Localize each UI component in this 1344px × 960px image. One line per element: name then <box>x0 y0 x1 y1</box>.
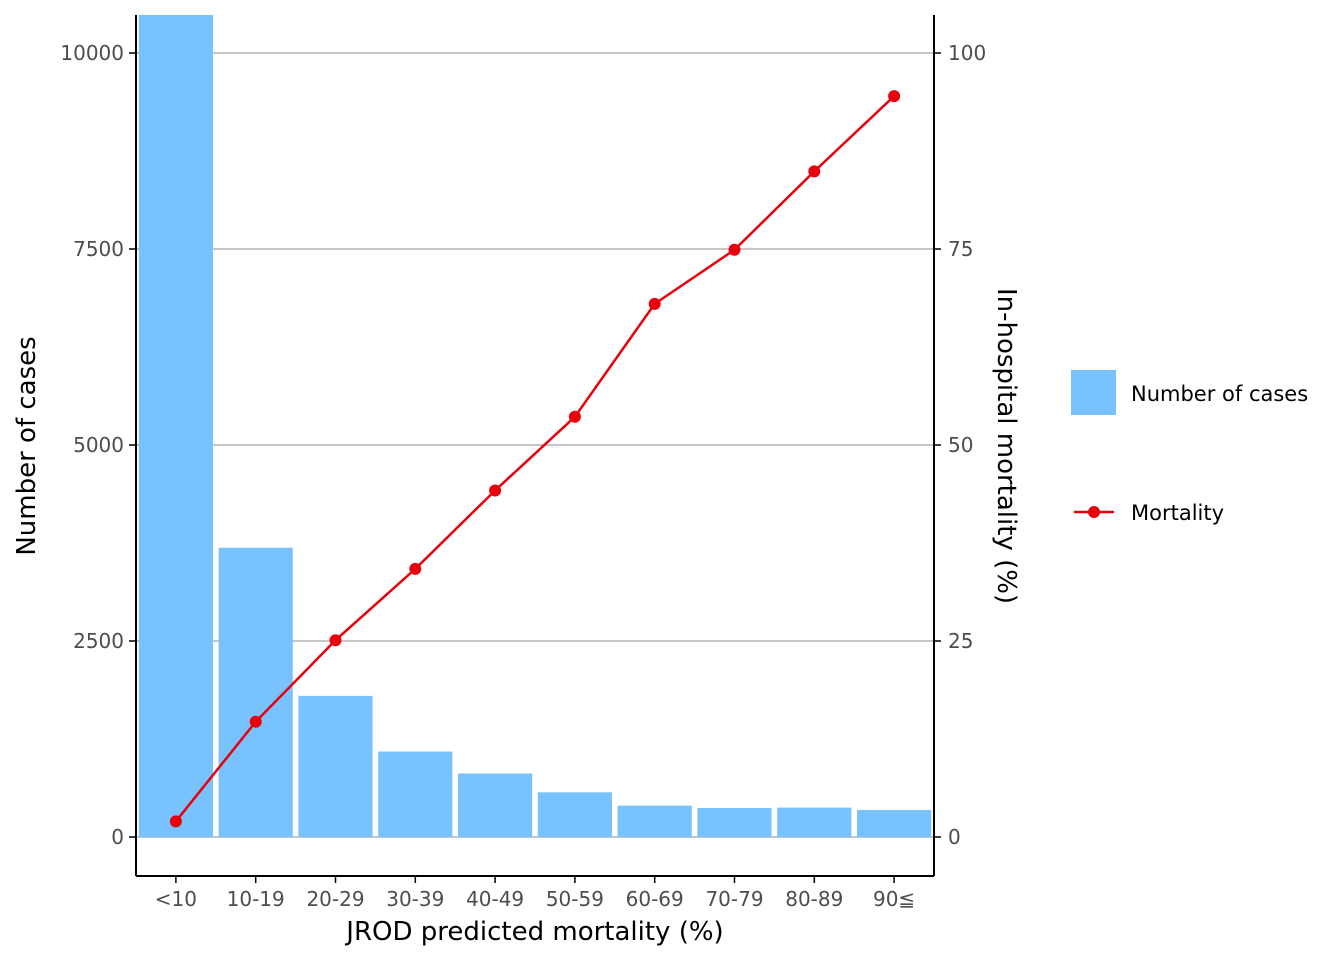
axes <box>129 15 941 883</box>
bar-20-29 <box>298 695 373 837</box>
mortality-point-90≦ <box>888 90 901 103</box>
mortality-line-group <box>169 90 901 828</box>
mortality-point-10-19 <box>249 715 262 728</box>
y-axis-title: Number of cases <box>12 336 42 555</box>
bar-10-19 <box>218 547 293 837</box>
tick-labels: 0 2500 5000 7500 10000 0 25 50 75 100 <10 10-19 20-2… <box>60 41 986 911</box>
legend-label-mortality: Mortality <box>1131 501 1224 525</box>
mortality-point-60-69 <box>648 297 661 310</box>
mortality-point-20-29 <box>329 634 342 647</box>
bar-80-89 <box>777 807 852 837</box>
mortality-line <box>174 95 895 823</box>
y2-tick-label: 75 <box>948 237 973 261</box>
y2-tick-label: 100 <box>948 41 986 65</box>
legend-label-cases: Number of cases <box>1131 382 1308 406</box>
x-tick-label: 80-89 <box>785 887 843 911</box>
bar-30-39 <box>378 751 453 837</box>
mortality-point-40-49 <box>489 484 502 497</box>
bar-90≦ <box>856 809 932 837</box>
bar-70-79 <box>697 807 772 837</box>
x-tick-label: 60-69 <box>626 887 684 911</box>
x-tick-label: <10 <box>155 887 197 911</box>
mortality-point-80-89 <box>808 165 821 178</box>
mortality-point-70-79 <box>728 243 741 256</box>
y2-axis-title: In-hospital mortality (%) <box>991 288 1021 604</box>
bar-40-49 <box>457 773 533 837</box>
y2-tick-label: 25 <box>948 629 973 653</box>
x-tick-label: 90≦ <box>873 887 915 911</box>
y-tick-label: 0 <box>111 825 124 849</box>
bar-50-59 <box>537 792 613 837</box>
y-tick-label: 7500 <box>73 237 124 261</box>
y-tick-label: 5000 <box>73 433 124 457</box>
mortality-point-50-59 <box>568 410 581 423</box>
bar-<10 <box>138 15 214 837</box>
bars <box>138 15 932 837</box>
x-tick-label: 30-39 <box>386 887 444 911</box>
x-tick-label: 40-49 <box>466 887 524 911</box>
y2-tick-label: 0 <box>948 825 961 849</box>
mortality-point-<10 <box>169 815 182 828</box>
y2-tick-label: 50 <box>948 433 973 457</box>
legend-key-bars <box>1071 370 1116 415</box>
x-tick-label: 20-29 <box>306 887 364 911</box>
legend-key-point <box>1088 506 1100 518</box>
bar-60-69 <box>617 805 692 837</box>
y-tick-label: 10000 <box>60 41 124 65</box>
y-tick-label: 2500 <box>73 629 124 653</box>
x-tick-label: 50-59 <box>546 887 604 911</box>
x-axis-title: JROD predicted mortality (%) <box>344 917 723 947</box>
legend: Number of cases Mortality <box>1071 370 1308 525</box>
x-tick-label: 70-79 <box>705 887 763 911</box>
mortality-point-30-39 <box>409 562 422 575</box>
x-tick-label: 10-19 <box>227 887 285 911</box>
